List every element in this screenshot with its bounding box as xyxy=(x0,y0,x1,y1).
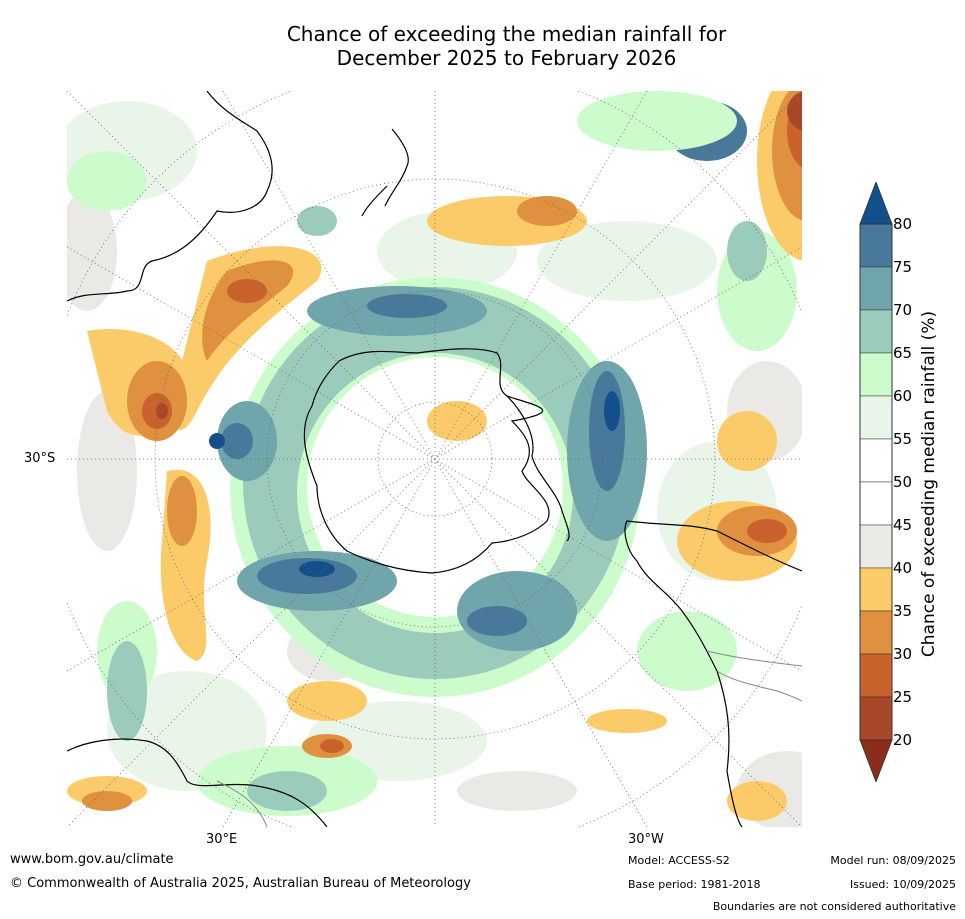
colorbar-tick-label: 75 xyxy=(893,258,913,276)
title-line-1: Chance of exceeding the median rainfall … xyxy=(286,22,727,46)
footer-issued: Issued: 10/09/2025 xyxy=(849,878,956,891)
antarctic-peninsula xyxy=(506,395,570,542)
colorbar-bin-70-75 xyxy=(859,266,893,311)
colorbar-bins xyxy=(859,223,893,741)
chart-title: Chance of exceeding the median rainfall … xyxy=(0,22,965,70)
colorbar-tick-label: 60 xyxy=(893,387,913,405)
colorbar-tick-label: 80 xyxy=(893,215,913,233)
colorbar-bin-55-60 xyxy=(859,395,893,440)
lon-label-30e: 30°E xyxy=(206,832,238,847)
lon-label-30w: 30°W xyxy=(628,832,664,847)
colorbar-bin-20-25 xyxy=(859,696,893,741)
colorbar-upper-arrow xyxy=(859,182,893,225)
colorbar-bin-75-80 xyxy=(859,223,893,268)
australia-coastline xyxy=(67,91,273,302)
colorbar xyxy=(859,182,893,782)
colorbar-tick-label: 20 xyxy=(893,731,913,749)
colorbar-tick-label: 55 xyxy=(893,430,913,448)
rainfall-map xyxy=(67,91,802,827)
country-boundaries xyxy=(216,650,802,827)
footer-disclaimer: Boundaries are not considered authoritat… xyxy=(712,900,956,913)
colorbar-tick-label: 40 xyxy=(893,559,913,577)
graticule xyxy=(67,91,802,827)
colorbar-tick-label: 30 xyxy=(893,645,913,663)
colorbar-tick-label: 70 xyxy=(893,301,913,319)
colorbar-bin-30-35 xyxy=(859,610,893,655)
lat-label-30s: 30°S xyxy=(24,451,56,466)
africa-coastline xyxy=(67,738,328,827)
footer-model: Model: ACCESS-S2 xyxy=(628,854,730,867)
colorbar-title: Chance of exceeding median rainfall (%) xyxy=(919,310,939,658)
footer-model-run: Model run: 08/09/2025 xyxy=(830,854,956,867)
footer-website[interactable]: www.bom.gov.au/climate xyxy=(10,852,174,867)
footer-base-period: Base period: 1981-2018 xyxy=(628,878,761,891)
colorbar-bin-60-65 xyxy=(859,352,893,397)
colorbar-bin-25-30 xyxy=(859,653,893,698)
title-line-2: December 2025 to February 2026 xyxy=(336,46,677,70)
colorbar-bin-35-40 xyxy=(859,567,893,612)
colorbar-bin-50-55 xyxy=(859,438,893,483)
coastlines xyxy=(67,91,802,827)
footer-copyright: © Commonwealth of Australia 2025, Austra… xyxy=(10,876,471,891)
colorbar-bin-40-45 xyxy=(859,524,893,569)
colorbar-tick-label: 65 xyxy=(893,344,913,362)
colorbar-bin-45-50 xyxy=(859,481,893,526)
colorbar-tick-label: 45 xyxy=(893,516,913,534)
new-zealand-coastline xyxy=(361,128,409,217)
colorbar-tick-label: 35 xyxy=(893,602,913,620)
map-panel[interactable] xyxy=(67,91,802,827)
colorbar-tick-label: 50 xyxy=(893,473,913,491)
colorbar-lower-arrow xyxy=(859,739,893,782)
south-america-coastline xyxy=(624,520,802,827)
antarctica-coastline xyxy=(303,348,550,574)
colorbar-tick-label: 25 xyxy=(893,688,913,706)
colorbar-bin-65-70 xyxy=(859,309,893,354)
